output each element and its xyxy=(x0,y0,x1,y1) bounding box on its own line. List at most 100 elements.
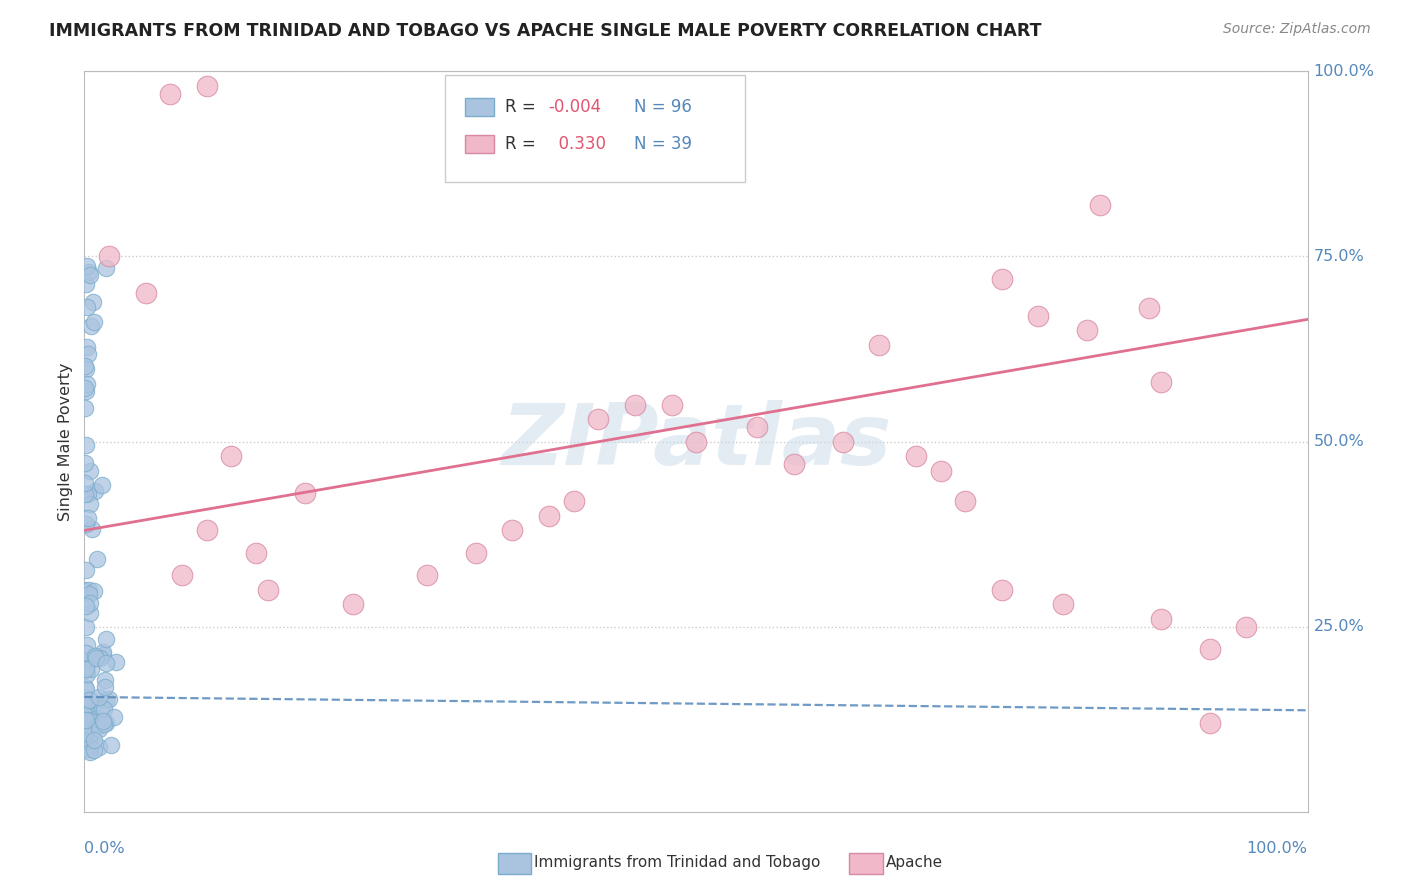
Point xyxy=(502,524,524,538)
Point xyxy=(79,596,101,610)
Point xyxy=(87,723,110,737)
Point xyxy=(86,552,108,566)
Point xyxy=(77,586,100,600)
Point xyxy=(73,582,96,597)
Point xyxy=(953,493,976,508)
Point xyxy=(94,716,117,731)
Point xyxy=(77,742,100,756)
Point xyxy=(91,645,114,659)
Point xyxy=(76,377,98,392)
Point xyxy=(73,401,96,415)
Text: ZIPatlas: ZIPatlas xyxy=(501,400,891,483)
Point xyxy=(991,271,1014,285)
Text: IMMIGRANTS FROM TRINIDAD AND TOBAGO VS APACHE SINGLE MALE POVERTY CORRELATION CH: IMMIGRANTS FROM TRINIDAD AND TOBAGO VS A… xyxy=(49,22,1042,40)
FancyBboxPatch shape xyxy=(446,75,745,183)
Point xyxy=(87,719,110,733)
Point xyxy=(84,484,107,499)
Point xyxy=(93,702,115,716)
Point xyxy=(75,359,97,374)
Point xyxy=(76,340,98,354)
Point xyxy=(586,412,609,426)
Text: 100.0%: 100.0% xyxy=(1313,64,1375,78)
Point xyxy=(624,398,647,412)
Text: Immigrants from Trinidad and Tobago: Immigrants from Trinidad and Tobago xyxy=(534,855,821,870)
Point xyxy=(94,673,117,687)
Point xyxy=(76,667,98,681)
Point xyxy=(831,434,853,449)
Text: 75.0%: 75.0% xyxy=(1313,249,1364,264)
Point xyxy=(76,384,98,398)
Point xyxy=(86,651,108,665)
Point xyxy=(75,703,97,717)
Point xyxy=(342,598,364,612)
Point xyxy=(80,692,103,706)
Point xyxy=(73,726,96,740)
Point xyxy=(77,347,100,361)
Point xyxy=(783,457,806,471)
Point xyxy=(219,450,242,464)
Point xyxy=(75,646,97,660)
Point xyxy=(103,710,125,724)
Point xyxy=(991,582,1014,597)
Point xyxy=(94,693,117,707)
Point xyxy=(159,87,181,101)
Point xyxy=(91,714,114,729)
Text: Apache: Apache xyxy=(886,855,943,870)
Point xyxy=(76,511,98,525)
Point xyxy=(89,690,111,704)
Point xyxy=(195,79,218,94)
Point xyxy=(94,632,117,646)
Point xyxy=(73,662,96,676)
Point xyxy=(79,498,101,512)
Point xyxy=(76,259,98,273)
Point xyxy=(1137,301,1160,316)
Point xyxy=(172,567,194,582)
Point xyxy=(1088,197,1111,211)
Point xyxy=(76,720,98,734)
Point xyxy=(77,693,100,707)
Point xyxy=(538,508,561,523)
Point xyxy=(75,661,97,675)
Point xyxy=(75,516,97,531)
Text: 0.0%: 0.0% xyxy=(84,841,125,856)
Point xyxy=(98,691,121,706)
Point xyxy=(83,712,105,726)
Point xyxy=(1198,641,1220,656)
Point xyxy=(195,524,218,538)
Point xyxy=(73,680,96,694)
Point xyxy=(75,599,97,614)
Point xyxy=(94,680,117,694)
Point xyxy=(80,662,103,676)
Text: -0.004: -0.004 xyxy=(548,98,602,116)
Point xyxy=(82,295,104,310)
Point xyxy=(77,583,100,598)
Point xyxy=(685,434,707,449)
Point xyxy=(105,655,128,669)
Point xyxy=(75,438,97,452)
Point xyxy=(75,682,97,697)
Point xyxy=(75,691,97,706)
Point xyxy=(929,464,952,478)
Text: Source: ZipAtlas.com: Source: ZipAtlas.com xyxy=(1223,22,1371,37)
Point xyxy=(245,546,267,560)
Text: R =: R = xyxy=(505,135,541,153)
Point xyxy=(257,582,280,597)
Point xyxy=(77,265,100,279)
Point xyxy=(1076,324,1098,338)
Point xyxy=(94,657,117,671)
Y-axis label: Single Male Poverty: Single Male Poverty xyxy=(58,362,73,521)
Point xyxy=(79,464,101,478)
Point xyxy=(84,649,107,664)
Point xyxy=(661,398,683,412)
Point xyxy=(93,716,115,731)
Point xyxy=(1150,376,1173,390)
Point xyxy=(75,361,97,376)
Text: R =: R = xyxy=(505,98,541,116)
Point xyxy=(79,745,101,759)
Text: 0.330: 0.330 xyxy=(548,135,606,153)
Point xyxy=(135,286,157,301)
Point xyxy=(79,607,101,621)
Point xyxy=(83,743,105,757)
Point xyxy=(73,734,96,748)
Point xyxy=(75,715,97,730)
